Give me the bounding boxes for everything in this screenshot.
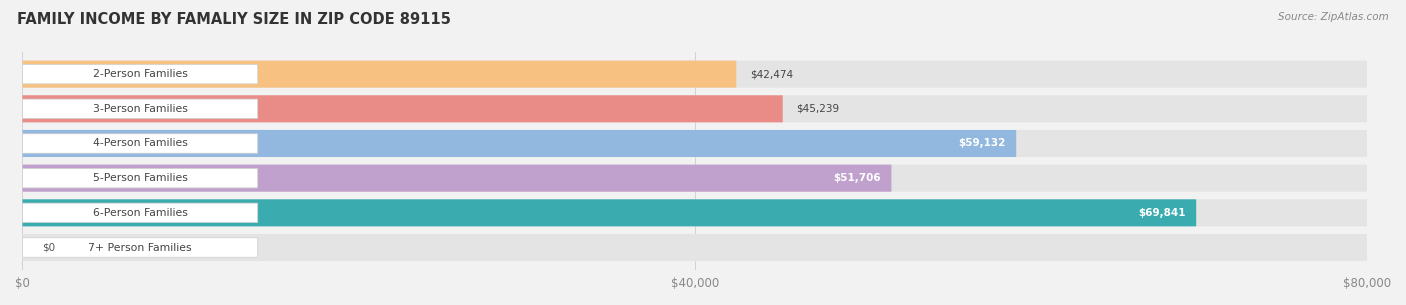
Text: 3-Person Families: 3-Person Families: [93, 104, 187, 114]
FancyBboxPatch shape: [22, 165, 1367, 192]
Text: FAMILY INCOME BY FAMALIY SIZE IN ZIP CODE 89115: FAMILY INCOME BY FAMALIY SIZE IN ZIP COD…: [17, 12, 451, 27]
FancyBboxPatch shape: [22, 199, 1367, 226]
Text: $45,239: $45,239: [796, 104, 839, 114]
Text: $42,474: $42,474: [749, 69, 793, 79]
Text: $69,841: $69,841: [1137, 208, 1185, 218]
FancyBboxPatch shape: [22, 134, 257, 153]
FancyBboxPatch shape: [22, 203, 257, 223]
FancyBboxPatch shape: [22, 199, 1197, 226]
FancyBboxPatch shape: [22, 238, 257, 257]
FancyBboxPatch shape: [22, 95, 783, 122]
FancyBboxPatch shape: [22, 61, 1367, 88]
Text: 2-Person Families: 2-Person Families: [93, 69, 187, 79]
Text: $51,706: $51,706: [832, 173, 880, 183]
FancyBboxPatch shape: [22, 165, 891, 192]
Text: 7+ Person Families: 7+ Person Families: [89, 242, 191, 253]
FancyBboxPatch shape: [22, 130, 1367, 157]
FancyBboxPatch shape: [22, 99, 257, 119]
Text: $0: $0: [42, 242, 56, 253]
Text: 4-Person Families: 4-Person Families: [93, 138, 187, 149]
FancyBboxPatch shape: [22, 61, 737, 88]
FancyBboxPatch shape: [22, 95, 1367, 122]
Text: 5-Person Families: 5-Person Families: [93, 173, 187, 183]
FancyBboxPatch shape: [22, 168, 257, 188]
FancyBboxPatch shape: [22, 64, 257, 84]
Text: $59,132: $59,132: [957, 138, 1005, 149]
FancyBboxPatch shape: [22, 234, 1367, 261]
Text: Source: ZipAtlas.com: Source: ZipAtlas.com: [1278, 12, 1389, 22]
Text: 6-Person Families: 6-Person Families: [93, 208, 187, 218]
FancyBboxPatch shape: [22, 130, 1017, 157]
